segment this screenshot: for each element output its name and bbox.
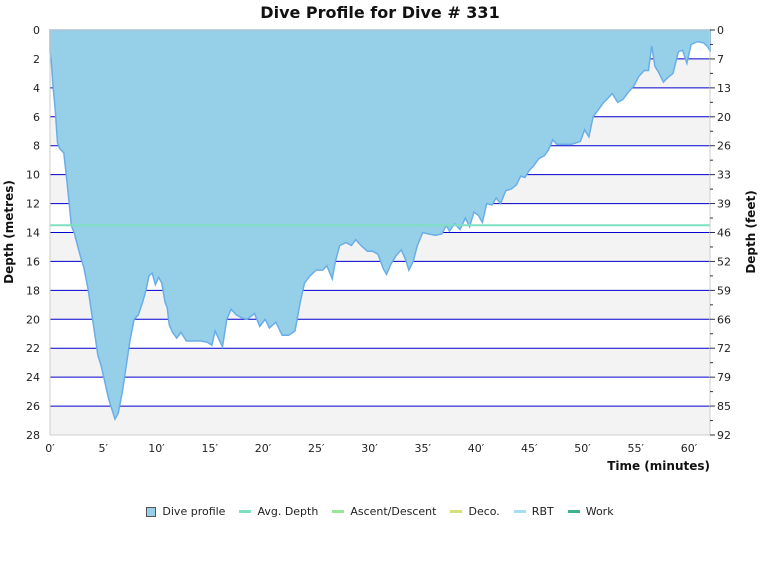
x-tick-label: 50′ bbox=[574, 442, 591, 455]
right-depth-axis-ticks: 0 7 13 20 26 33 39 46 52 59 66 72 79 85 92 bbox=[710, 24, 731, 442]
y-right-tick-label: 66 bbox=[717, 313, 731, 326]
legend-item-dive-profile[interactable]: Dive profile bbox=[146, 505, 225, 518]
legend-label: Deco. bbox=[468, 505, 500, 518]
legend-label: Work bbox=[585, 505, 614, 518]
x-tick-label: 55′ bbox=[628, 442, 645, 455]
legend-label: Ascent/Descent bbox=[350, 505, 437, 518]
y-right-tick-label: 85 bbox=[717, 400, 731, 413]
x-axis-title: Time (minutes) bbox=[607, 459, 710, 473]
x-tick-label: 60′ bbox=[681, 442, 698, 455]
y-tick-label: 22 bbox=[26, 342, 40, 355]
time-axis-ticks: 0′ 5′ 10′ 15′ 20′ 25′ 30′ 35′ 40′ 45′ 50′ 55′ 60′ bbox=[45, 442, 697, 455]
legend-label: RBT bbox=[531, 505, 554, 518]
y-tick-label: 12 bbox=[26, 198, 40, 211]
y-right-tick-label: 72 bbox=[717, 342, 731, 355]
band bbox=[50, 290, 710, 320]
x-tick-label: 15′ bbox=[202, 442, 219, 455]
legend-label: Dive profile bbox=[162, 505, 226, 518]
y-right-tick-label: 39 bbox=[717, 198, 731, 211]
legend-swatch-box-icon bbox=[146, 506, 157, 517]
y-tick-label: 2 bbox=[33, 53, 40, 66]
x-tick-label: 5′ bbox=[99, 442, 109, 455]
y-tick-label: 26 bbox=[26, 400, 40, 413]
x-tick-label: 10′ bbox=[148, 442, 165, 455]
legend-swatch-line-icon bbox=[513, 510, 526, 513]
y-right-tick-label: 26 bbox=[717, 140, 731, 153]
y-right-tick-label: 59 bbox=[717, 284, 731, 297]
y-tick-label: 16 bbox=[26, 255, 40, 268]
y-tick-label: 8 bbox=[33, 140, 40, 153]
legend-label: Avg. Depth bbox=[257, 505, 319, 518]
legend-item-ascent-descent[interactable]: Ascent/Descent bbox=[332, 505, 436, 518]
y-axis-title-right: Depth (feet) bbox=[744, 190, 758, 273]
y-right-tick-label: 13 bbox=[717, 82, 731, 95]
y-right-tick-label: 7 bbox=[717, 53, 724, 66]
x-tick-label: 40′ bbox=[468, 442, 485, 455]
legend: Dive profile Avg. Depth Ascent/Descent Deco… bbox=[0, 505, 760, 518]
x-tick-label: 25′ bbox=[308, 442, 325, 455]
y-right-tick-label: 79 bbox=[717, 371, 731, 384]
legend-item-work[interactable]: Work bbox=[567, 505, 614, 518]
legend-item-deco[interactable]: Deco. bbox=[450, 505, 500, 518]
y-tick-label: 18 bbox=[26, 284, 40, 297]
band bbox=[50, 406, 710, 435]
legend-item-avg-depth[interactable]: Avg. Depth bbox=[239, 505, 318, 518]
legend-swatch-line-icon bbox=[450, 510, 463, 513]
y-tick-label: 24 bbox=[26, 371, 40, 384]
y-right-tick-label: 92 bbox=[717, 429, 731, 442]
y-tick-label: 20 bbox=[26, 313, 40, 326]
y-tick-label: 4 bbox=[33, 82, 40, 95]
x-tick-label: 0′ bbox=[45, 442, 55, 455]
x-tick-label: 35′ bbox=[415, 442, 432, 455]
y-right-tick-label: 0 bbox=[717, 24, 724, 37]
x-tick-label: 45′ bbox=[521, 442, 538, 455]
y-axis-title-left: Depth (metres) bbox=[2, 180, 16, 284]
y-right-tick-label: 33 bbox=[717, 169, 731, 182]
y-tick-label: 0 bbox=[33, 24, 40, 37]
y-right-tick-label: 52 bbox=[717, 255, 731, 268]
axes bbox=[49, 29, 711, 436]
x-tick-label: 20′ bbox=[255, 442, 272, 455]
x-tick-label: 30′ bbox=[361, 442, 378, 455]
y-tick-label: 10 bbox=[26, 169, 40, 182]
chart-title: Dive Profile for Dive # 331 bbox=[260, 3, 500, 22]
y-tick-label: 14 bbox=[26, 227, 40, 240]
y-right-tick-label: 46 bbox=[717, 227, 731, 240]
legend-item-rbt[interactable]: RBT bbox=[513, 505, 554, 518]
legend-swatch-line-icon bbox=[239, 510, 252, 513]
y-right-tick-label: 20 bbox=[717, 111, 731, 124]
y-tick-label: 6 bbox=[33, 111, 40, 124]
legend-swatch-line-icon bbox=[567, 510, 580, 513]
legend-swatch-line-icon bbox=[332, 510, 345, 513]
y-tick-label: 28 bbox=[26, 429, 40, 442]
band bbox=[50, 348, 710, 378]
